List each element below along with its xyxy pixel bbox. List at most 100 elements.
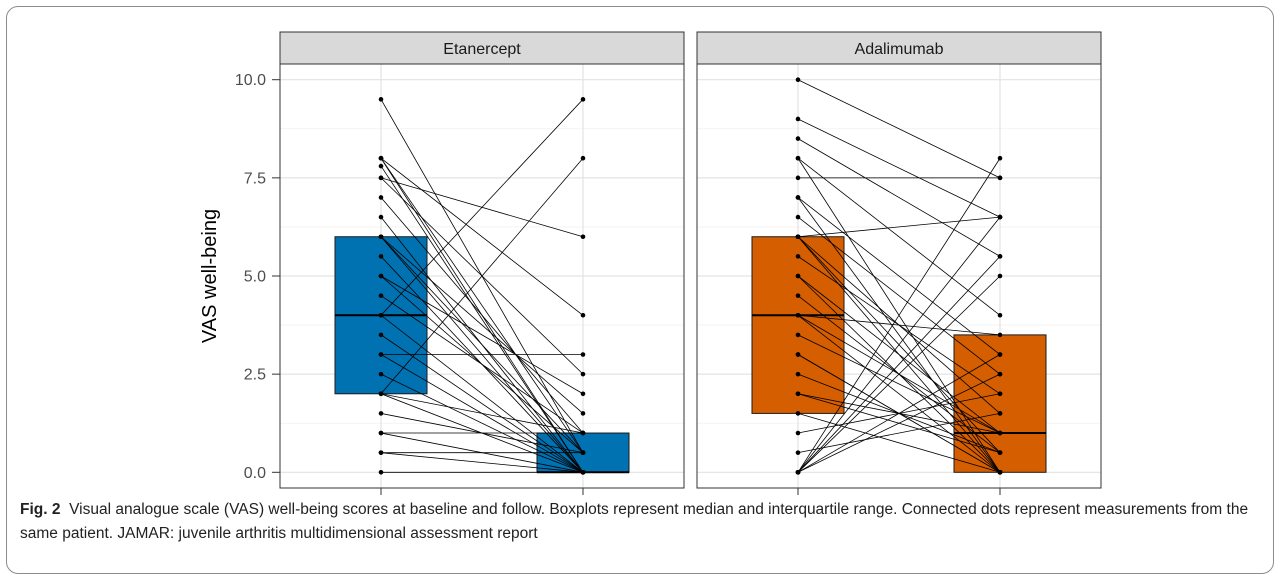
point-baseline xyxy=(378,332,384,338)
point-baseline xyxy=(795,332,801,338)
point-baseline xyxy=(795,430,801,436)
point-followup xyxy=(580,312,586,318)
patient-line xyxy=(797,314,1001,434)
point-baseline xyxy=(795,195,801,200)
patient-line xyxy=(797,236,1001,473)
patient-line xyxy=(380,393,584,473)
point-baseline xyxy=(795,391,801,397)
y-tick-label: 2.5 xyxy=(244,367,266,384)
patient-line xyxy=(380,177,584,238)
patient-line xyxy=(797,197,1001,473)
point-followup xyxy=(580,391,586,397)
point-baseline xyxy=(378,97,384,102)
point-baseline xyxy=(378,195,384,200)
patient-line xyxy=(380,373,584,473)
point-baseline xyxy=(795,77,801,83)
point-baseline xyxy=(378,450,384,455)
patient-line xyxy=(380,165,584,473)
point-baseline xyxy=(795,116,801,122)
point-baseline xyxy=(378,430,384,436)
point-baseline xyxy=(378,411,384,416)
point-baseline xyxy=(378,175,384,181)
point-baseline xyxy=(795,214,801,220)
point-followup xyxy=(580,411,586,416)
point-followup xyxy=(580,469,586,475)
point-baseline xyxy=(795,175,801,181)
patient-line xyxy=(380,157,584,395)
patient-line xyxy=(380,452,584,473)
patient-line xyxy=(380,157,584,453)
boxplot-chart: VAS well-being 0.0 2.5 5.0 7.5 10.0 Etanercept… xyxy=(199,31,1102,495)
patient-line xyxy=(797,314,1001,336)
point-followup xyxy=(997,411,1003,416)
y-tick-label: 10.0 xyxy=(235,72,266,89)
point-followup xyxy=(997,450,1003,455)
facet-strip-label: Etanercept xyxy=(443,41,521,58)
patient-line xyxy=(797,413,1001,473)
point-followup xyxy=(997,352,1003,357)
patient-line xyxy=(797,314,1001,473)
point-baseline xyxy=(378,312,384,318)
point-followup xyxy=(580,352,586,357)
point-baseline xyxy=(378,391,384,397)
patient-line xyxy=(797,79,1001,179)
point-followup xyxy=(997,254,1003,259)
point-baseline xyxy=(795,469,801,475)
patient-line xyxy=(797,216,1001,238)
point-followup xyxy=(580,450,586,455)
patient-line xyxy=(797,118,1001,218)
point-baseline xyxy=(378,371,384,377)
patient-line xyxy=(380,236,584,414)
point-baseline xyxy=(378,273,384,279)
point-followup xyxy=(997,155,1003,161)
point-followup xyxy=(580,430,586,436)
patient-line xyxy=(380,157,584,316)
point-followup xyxy=(580,97,586,102)
patient-line xyxy=(380,236,584,473)
caption-label: Fig. 2 xyxy=(20,501,61,518)
facet-strip xyxy=(696,31,1102,65)
patient-line xyxy=(380,275,584,395)
point-baseline xyxy=(795,352,801,357)
point-followup xyxy=(580,234,586,240)
point-followup xyxy=(997,273,1003,279)
point-followup xyxy=(580,155,586,161)
patient-line xyxy=(380,354,584,473)
point-followup xyxy=(997,430,1003,436)
point-baseline xyxy=(378,214,384,220)
patient-line xyxy=(797,236,1001,453)
point-baseline xyxy=(378,293,384,298)
point-baseline xyxy=(795,155,801,161)
point-followup xyxy=(997,175,1003,181)
point-baseline xyxy=(378,234,384,240)
point-baseline xyxy=(795,273,801,279)
patient-line xyxy=(797,197,1001,355)
patient-line xyxy=(380,197,584,434)
y-tick-label: 0.0 xyxy=(244,465,266,482)
point-baseline xyxy=(795,293,801,298)
patient-line xyxy=(380,236,584,453)
point-baseline xyxy=(795,234,801,240)
patient-line xyxy=(797,157,1001,316)
patient-line xyxy=(797,158,1001,473)
figure-caption: Fig. 2 Visual analogue scale (VAS) well-… xyxy=(20,498,1260,546)
patient-line xyxy=(380,334,584,473)
point-baseline xyxy=(795,254,801,259)
point-baseline xyxy=(378,163,384,169)
facet-strip xyxy=(279,31,685,65)
point-followup xyxy=(997,332,1003,338)
point-baseline xyxy=(378,254,384,259)
patient-line xyxy=(797,138,1001,257)
point-baseline xyxy=(378,352,384,357)
point-baseline xyxy=(795,450,801,455)
point-baseline xyxy=(795,136,801,141)
y-tick-label: 7.5 xyxy=(244,170,266,187)
y-axis-title: VAS well-being xyxy=(199,209,221,343)
point-baseline xyxy=(378,155,384,161)
point-followup xyxy=(997,214,1003,220)
patient-line xyxy=(797,354,1001,473)
point-followup xyxy=(580,371,586,377)
box-0 xyxy=(751,236,845,414)
point-followup xyxy=(997,371,1003,377)
caption-text: Visual analogue scale (VAS) well-being s… xyxy=(20,501,1249,542)
